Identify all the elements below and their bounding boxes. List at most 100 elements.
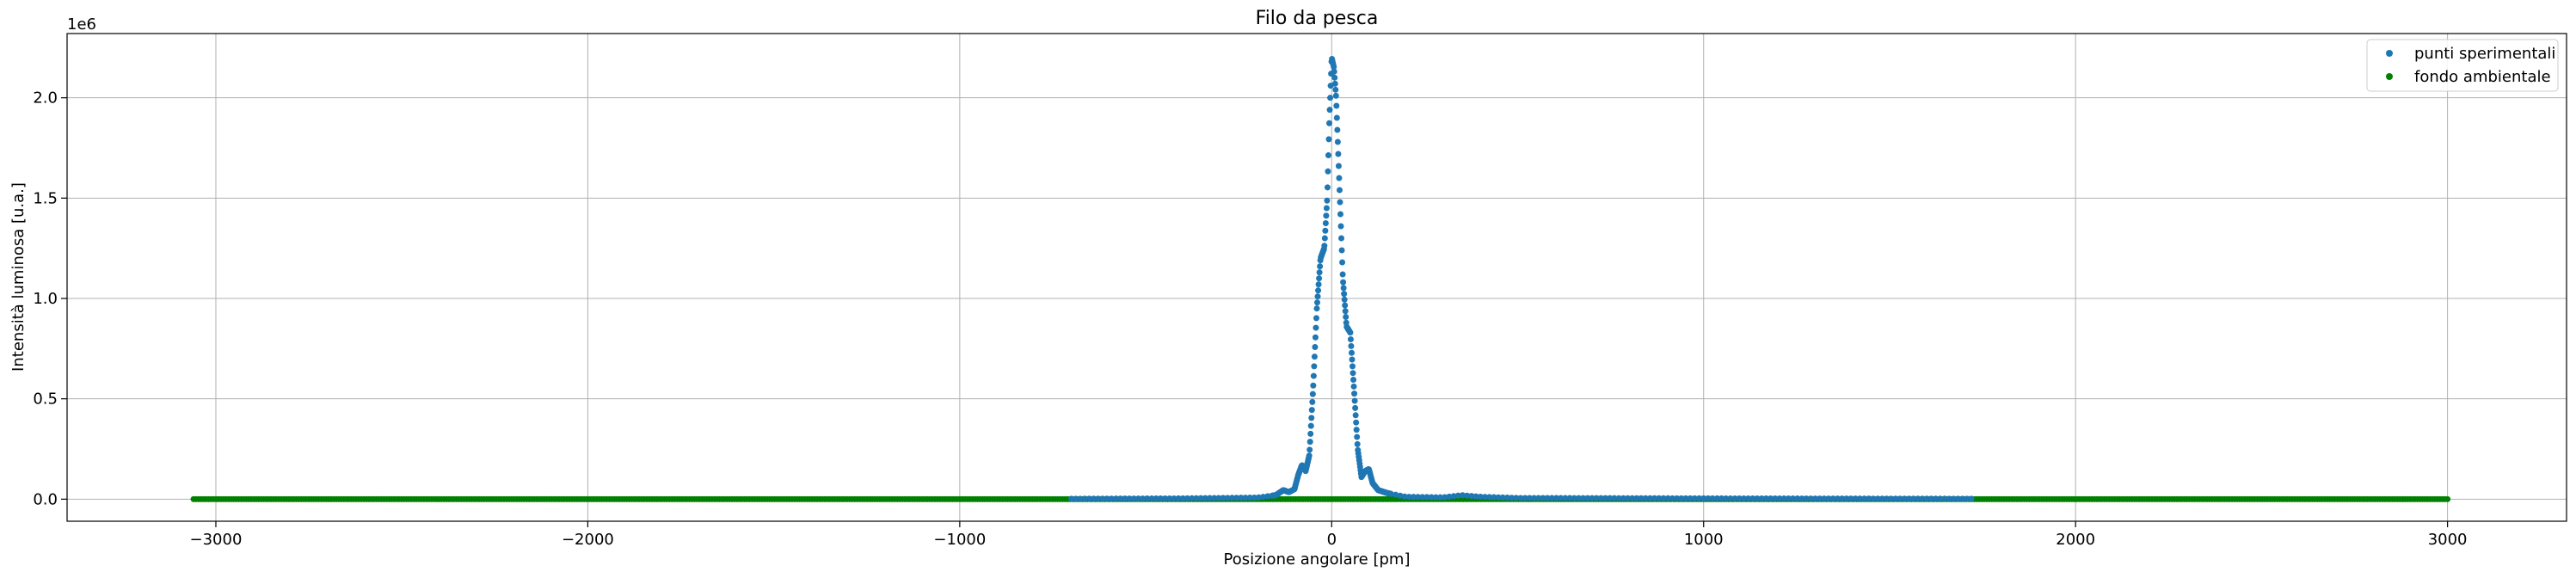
data-point-punti-sperimentali (1503, 495, 1510, 501)
data-point-punti-sperimentali (1338, 235, 1345, 242)
data-point-punti-sperimentali (1260, 494, 1267, 501)
data-point-punti-sperimentali (1762, 495, 1769, 502)
data-point-punti-sperimentali (1313, 324, 1319, 331)
data-point-punti-sperimentali (1927, 495, 1934, 502)
data-point-punti-sperimentali (1705, 495, 1712, 501)
data-point-punti-sperimentali (1309, 390, 1316, 397)
data-point-punti-sperimentali (1946, 495, 1952, 502)
data-point-punti-sperimentali (1964, 495, 1970, 502)
data-point-punti-sperimentali (1780, 495, 1787, 502)
data-point-punti-sperimentali (1324, 184, 1331, 191)
data-point-punti-sperimentali (1335, 163, 1342, 169)
data-point-punti-sperimentali (1642, 495, 1649, 501)
data-point-punti-sperimentali (1768, 495, 1774, 502)
x-tick-label: 0 (1327, 531, 1337, 549)
data-point-punti-sperimentali (1933, 495, 1940, 502)
data-point-punti-sperimentali (1350, 377, 1357, 384)
data-point-punti-sperimentali (1468, 493, 1475, 500)
data-point-punti-sperimentali (1238, 495, 1245, 501)
data-point-punti-sperimentali (1326, 120, 1333, 126)
data-point-punti-sperimentali (1664, 495, 1671, 501)
data-point-punti-sperimentali (1901, 495, 1908, 502)
data-point-punti-sperimentali (1179, 495, 1186, 501)
data-point-fondo-ambientale (2444, 495, 2451, 502)
data-point-punti-sperimentali (1437, 494, 1444, 501)
data-point-punti-sperimentali (1112, 495, 1119, 502)
data-point-punti-sperimentali (1691, 495, 1698, 501)
data-point-punti-sperimentali (1350, 383, 1357, 390)
data-point-punti-sperimentali (1077, 495, 1084, 502)
data-point-punti-sperimentali (1337, 199, 1343, 206)
data-point-punti-sperimentali (1387, 490, 1394, 497)
data-point-punti-sperimentali (1558, 495, 1565, 501)
data-point-punti-sperimentali (1517, 495, 1524, 501)
data-point-punti-sperimentali (1108, 495, 1115, 502)
data-point-punti-sperimentali (1548, 495, 1555, 501)
data-point-punti-sperimentali (1575, 495, 1582, 501)
data-point-punti-sperimentali (1625, 495, 1632, 501)
data-point-punti-sperimentali (1347, 336, 1354, 343)
data-point-punti-sperimentali (1349, 370, 1356, 377)
data-point-punti-sperimentali (1081, 495, 1088, 502)
x-tick-label: 2000 (2056, 531, 2095, 549)
data-point-punti-sperimentali (1347, 329, 1354, 336)
data-point-punti-sperimentali (1337, 211, 1343, 218)
plot-area-frame (66, 33, 2567, 522)
data-point-punti-sperimentali (1340, 285, 1347, 292)
data-point-punti-sperimentali (1745, 495, 1752, 501)
data-point-punti-sperimentali (1309, 398, 1316, 405)
data-point-punti-sperimentali (1189, 495, 1196, 501)
data-point-punti-sperimentali (1332, 92, 1339, 99)
data-point-punti-sperimentali (1646, 495, 1653, 501)
data-point-punti-sperimentali (1638, 495, 1645, 501)
data-point-punti-sperimentali (1897, 495, 1903, 502)
data-point-punti-sperimentali (1772, 495, 1779, 502)
data-point-punti-sperimentali (1481, 494, 1488, 501)
data-point-punti-sperimentali (1313, 315, 1319, 322)
data-point-punti-sperimentali (1731, 495, 1738, 501)
data-point-punti-sperimentali (1342, 302, 1349, 309)
data-point-punti-sperimentali (1220, 495, 1227, 501)
x-tick-label: −2000 (562, 531, 614, 549)
data-point-punti-sperimentali (1334, 126, 1341, 133)
data-point-punti-sperimentali (1336, 175, 1343, 181)
data-point-punti-sperimentali (1923, 495, 1930, 502)
data-point-punti-sperimentali (1870, 495, 1877, 502)
x-axis-label: Posizione angolare [pm] (1224, 550, 1411, 569)
data-point-punti-sperimentali (1811, 495, 1818, 502)
data-point-punti-sperimentali (1148, 495, 1155, 502)
data-point-punti-sperimentali (1310, 372, 1317, 379)
data-point-punti-sperimentali (1073, 495, 1079, 502)
data-point-punti-sperimentali (1316, 269, 1323, 276)
data-point-punti-sperimentali (1306, 452, 1313, 459)
data-point-punti-sperimentali (1852, 495, 1859, 502)
data-point-punti-sperimentali (1327, 95, 1334, 101)
data-point-punti-sperimentali (1333, 102, 1340, 109)
data-point-punti-sperimentali (1085, 495, 1092, 502)
data-point-punti-sperimentali (1803, 495, 1810, 502)
data-point-punti-sperimentali (1687, 495, 1694, 501)
data-point-punti-sperimentali (1126, 495, 1133, 502)
data-point-punti-sperimentali (1910, 495, 1917, 502)
data-point-punti-sperimentali (1602, 495, 1609, 501)
data-point-punti-sperimentali (1323, 205, 1330, 212)
data-point-punti-sperimentali (1843, 495, 1850, 502)
data-point-punti-sperimentali (1307, 430, 1314, 437)
data-point-punti-sperimentali (1785, 495, 1792, 502)
data-point-punti-sperimentali (1349, 363, 1356, 370)
data-point-punti-sperimentali (1316, 275, 1323, 282)
data-point-punti-sperimentali (1312, 343, 1319, 350)
data-point-punti-sperimentali (1342, 308, 1349, 315)
data-point-punti-sperimentali (1321, 243, 1328, 249)
data-point-punti-sperimentali (1323, 212, 1330, 219)
data-point-punti-sperimentali (1584, 495, 1591, 501)
data-point-punti-sperimentali (1343, 313, 1349, 320)
data-point-punti-sperimentali (1264, 493, 1271, 500)
data-point-punti-sperimentali (1336, 187, 1343, 194)
data-point-punti-sperimentali (1696, 495, 1703, 501)
data-point-punti-sperimentali (1615, 495, 1622, 501)
data-point-punti-sperimentali (1607, 495, 1614, 501)
data-point-punti-sperimentali (1171, 495, 1177, 501)
data-point-punti-sperimentali (1817, 495, 1823, 502)
